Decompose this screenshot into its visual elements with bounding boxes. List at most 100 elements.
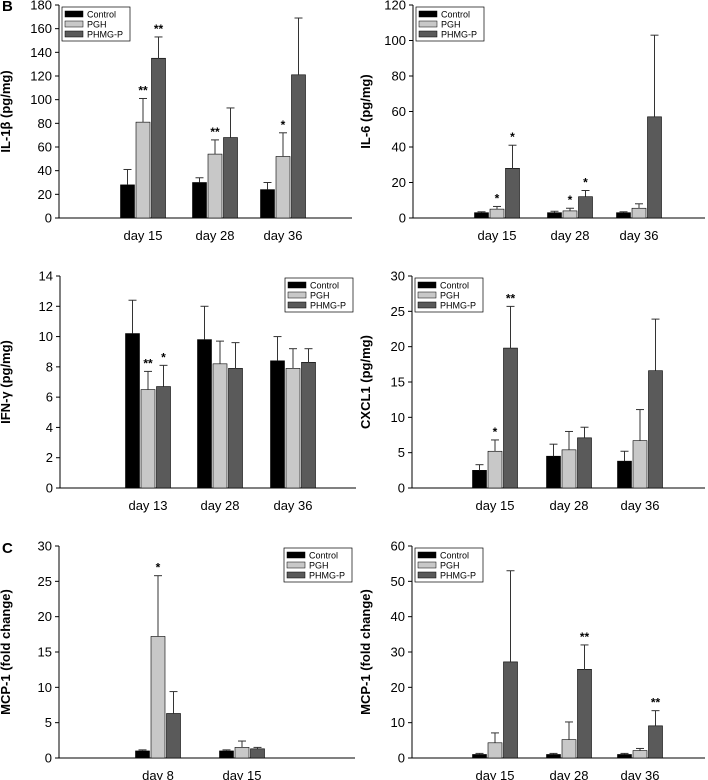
- mcp1a-bar-phmg-p: [166, 713, 181, 759]
- il1b-legend-swatch: [64, 20, 84, 28]
- mcp1b-ylabel: MCP-1 (fold change): [358, 589, 373, 715]
- cxcl1-legend-swatch: [417, 281, 437, 289]
- cxcl1-bar-phmg-p: [648, 370, 663, 489]
- il1b-category-label: day 15: [123, 228, 162, 243]
- ifng-significance-marker: **: [143, 356, 153, 370]
- mcp1a-bar-pgh: [150, 636, 166, 759]
- mcp1a-legend-label: Control: [309, 551, 338, 561]
- il1b-bar-pgh: [207, 153, 223, 219]
- mcp1a-ytick-label: 5: [45, 715, 52, 730]
- mcp1b-category-label: day 36: [620, 768, 659, 780]
- il6-ytick-label: 100: [384, 33, 406, 48]
- il6-legend-label: Control: [441, 10, 470, 20]
- il6-bar-control: [547, 212, 562, 219]
- mcp1a-legend-label: PHMG-P: [309, 571, 345, 581]
- il1b-bar-control: [120, 184, 135, 219]
- ifng-legend-swatch: [287, 281, 307, 289]
- cxcl1-significance-marker: **: [506, 291, 516, 305]
- mcp1b-bar-pgh: [632, 750, 648, 759]
- mcp1b-legend-swatch: [417, 561, 437, 569]
- ifng-bar-control: [197, 339, 212, 489]
- mcp1a-ytick-label: 30: [38, 539, 52, 554]
- mcp1a-significance-marker: *: [156, 561, 161, 575]
- il6-ylabel: IL-6 (pg/mg): [358, 74, 373, 148]
- il6-significance-marker: *: [583, 175, 588, 189]
- ifng-legend-label: PGH: [310, 291, 330, 301]
- mcp1a-legend-label: PGH: [309, 561, 329, 571]
- il1b-bar-control: [260, 189, 275, 219]
- ifng-bar-pgh: [285, 368, 301, 489]
- il6-significance-marker: *: [568, 193, 573, 207]
- mcp1a-ylabel: MCP-1 (fold change): [0, 589, 13, 715]
- mcp1b-ytick-label: 60: [391, 539, 405, 554]
- cxcl1-bar-pgh: [561, 449, 577, 489]
- il1b-ytick-label: 180: [30, 0, 52, 13]
- mcp1b-bar-control: [472, 754, 487, 759]
- il6-legend-label: PGH: [441, 20, 461, 30]
- mcp1a-ytick-label: 0: [45, 751, 52, 766]
- il1b-ytick-label: 20: [38, 187, 52, 202]
- mcp1a-ytick-label: 20: [38, 609, 52, 624]
- cxcl1-legend-swatch: [417, 291, 437, 299]
- il6-bar-phmg-p: [505, 168, 520, 219]
- mcp1b-legend-label: Control: [440, 551, 469, 561]
- il1b-legend-swatch: [64, 30, 84, 38]
- il6-bar-pgh: [631, 207, 647, 219]
- mcp1b-category-label: day 28: [549, 768, 588, 780]
- il6-category-label: day 36: [619, 228, 658, 243]
- il1b-ytick-label: 120: [30, 69, 52, 84]
- cxcl1-ylabel: CXCL1 (pg/mg): [358, 335, 373, 429]
- mcp1b-bar-phmg-p: [648, 725, 663, 759]
- cxcl1-ytick-label: 25: [391, 304, 405, 319]
- il1b-bar-control: [192, 182, 207, 219]
- il6-bar-phmg-p: [647, 116, 662, 219]
- cxcl1-bar-phmg-p: [503, 347, 518, 489]
- mcp1a-legend-swatch: [286, 551, 306, 559]
- il1b-ytick-label: 0: [45, 211, 52, 226]
- ifng-bar-phmg-p: [228, 368, 243, 489]
- il1b-significance-marker: **: [210, 125, 220, 139]
- il1b-ytick-label: 140: [30, 45, 52, 60]
- cxcl1-bar-control: [472, 470, 487, 489]
- mcp1b-bar-pgh: [561, 739, 577, 759]
- mcp1b-significance-marker: **: [651, 696, 661, 710]
- il6-legend-label: PHMG-P: [441, 30, 477, 40]
- il1b-category-label: day 28: [195, 228, 234, 243]
- ifng-legend-swatch: [287, 291, 307, 299]
- ifng-legend-swatch: [287, 301, 307, 309]
- il1b-ytick-label: 40: [38, 163, 52, 178]
- il1b-ytick-label: 100: [30, 92, 52, 107]
- il6-bar-pgh: [562, 210, 578, 219]
- il6-significance-marker: *: [510, 130, 515, 144]
- panel-letter-b: B: [2, 0, 13, 15]
- il6-legend-swatch: [418, 20, 438, 28]
- il1b-ytick-label: 160: [30, 21, 52, 36]
- cxcl1-category-label: day 15: [475, 498, 514, 513]
- cxcl1-bar-control: [617, 460, 632, 489]
- il1b-bar-pgh: [275, 156, 291, 219]
- cxcl1-legend-label: PGH: [440, 291, 460, 301]
- il6-ytick-label: 120: [384, 0, 406, 13]
- mcp1b-bar-control: [546, 754, 561, 759]
- mcp1a-legend-swatch: [286, 561, 306, 569]
- il6-ytick-label: 40: [392, 140, 406, 155]
- il6-legend-swatch: [418, 10, 438, 18]
- il1b-significance-marker: **: [154, 22, 164, 36]
- mcp1a-ytick-label: 10: [38, 680, 52, 695]
- ifng-ytick-label: 10: [39, 329, 53, 344]
- panel-letter-c: C: [2, 540, 13, 557]
- cxcl1-ytick-label: 15: [391, 375, 405, 390]
- ifng-ylabel: IFN-γ (pg/mg): [0, 340, 13, 424]
- mcp1b-ytick-label: 40: [391, 609, 405, 624]
- cxcl1-ytick-label: 20: [391, 339, 405, 354]
- mcp1b-legend-label: PGH: [440, 561, 460, 571]
- il1b-bar-phmg-p: [223, 137, 238, 219]
- il1b-significance-marker: *: [281, 118, 286, 132]
- ifng-bar-pgh: [212, 363, 228, 489]
- mcp1b-bar-pgh: [487, 742, 503, 759]
- mcp1b-legend-label: PHMG-P: [440, 571, 476, 581]
- cxcl1-category-label: day 28: [549, 498, 588, 513]
- il6-category-label: day 15: [477, 228, 516, 243]
- mcp1b-ytick-label: 0: [398, 751, 405, 766]
